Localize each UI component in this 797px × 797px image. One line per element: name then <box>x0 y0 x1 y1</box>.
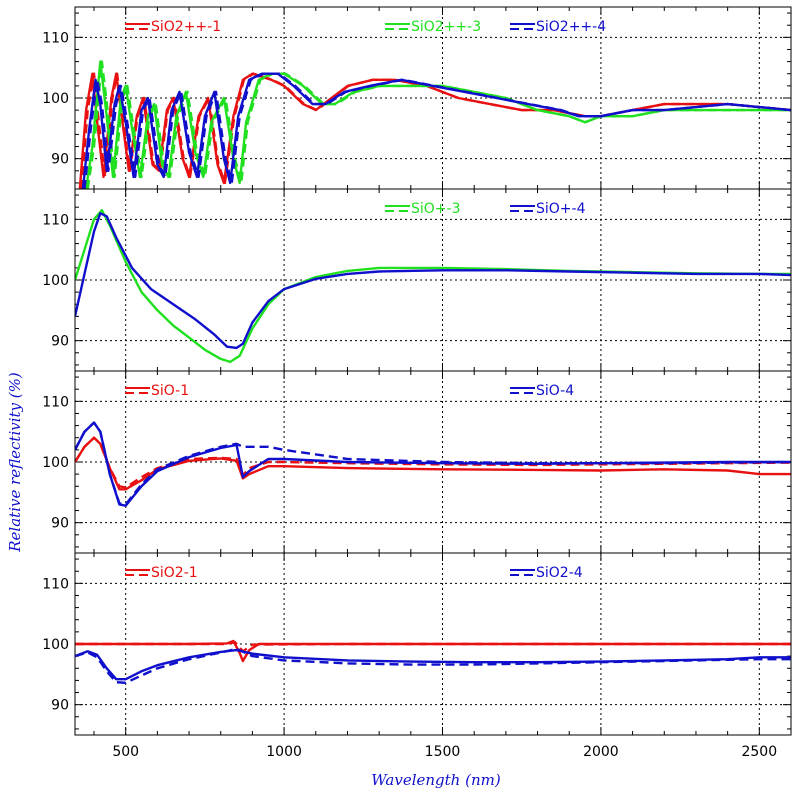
series-line-green-dashed <box>86 60 791 189</box>
y-tick-label: 110 <box>42 212 69 228</box>
series-group <box>75 209 791 364</box>
series-line-blue-dashed <box>75 421 791 506</box>
x-tick-label: 2000 <box>583 744 619 760</box>
series-line-green-solid <box>84 60 791 189</box>
series-line-red-dashed <box>75 641 791 653</box>
panel-4: 90 100 110 SiO2-1 SiO2-4 <box>42 552 792 736</box>
x-tick-label: 1500 <box>425 744 461 760</box>
legend-label: SiO2-4 <box>536 565 583 581</box>
panel-2: 90 100 110 SiO+-3 SiO+-4 <box>42 188 792 372</box>
series-line-red-dashed <box>80 72 791 189</box>
panel-3: 90 100 110 SiO-1 SiO-4 <box>42 370 792 554</box>
x-tick-label: 500 <box>112 744 139 760</box>
series-group <box>75 639 791 684</box>
y-tick-label: 100 <box>42 91 69 107</box>
series-line-blue-dashed <box>75 647 791 684</box>
series-line-blue-dashed <box>83 72 791 189</box>
x-tick-label: 2500 <box>741 744 777 760</box>
legend-label: SiO-4 <box>536 383 574 399</box>
series-line-blue-solid <box>75 212 791 350</box>
series-group <box>78 60 791 189</box>
y-tick-label: 100 <box>42 455 69 471</box>
y-tick-label: 110 <box>42 394 69 410</box>
y-tick-label: 110 <box>42 30 69 46</box>
panels-layer: 90 100 110 SiO2++-1 SiO2++-3 SiO2++-4 90 100 110… <box>42 6 792 760</box>
legend-label: SiO-1 <box>151 383 189 399</box>
y-axis-title: Relative reflectivity (%) <box>6 372 24 553</box>
panel-frame <box>74 552 792 736</box>
y-tick-label: 100 <box>42 637 69 653</box>
y-tick-label: 90 <box>51 516 69 532</box>
y-tick-label: 90 <box>51 334 69 350</box>
series-group <box>75 421 791 507</box>
series-line-green-solid <box>75 209 791 364</box>
y-tick-label: 90 <box>51 152 69 168</box>
legend-label: SiO2-1 <box>151 565 198 581</box>
x-tick-labels: 500 1000 1500 2000 2500 <box>112 744 777 760</box>
x-axis-title: Wavelength (nm) <box>371 771 501 789</box>
panel-1: 90 100 110 SiO2++-1 SiO2++-3 SiO2++-4 <box>42 6 792 190</box>
y-tick-label: 90 <box>51 698 69 714</box>
y-tick-label: 110 <box>42 576 69 592</box>
legend-label: SiO+-3 <box>411 201 461 217</box>
legend-label: SiO2++-1 <box>151 19 221 35</box>
y-tick-label: 100 <box>42 273 69 289</box>
legend-label: SiO2++-4 <box>536 19 606 35</box>
x-tick-label: 1000 <box>266 744 302 760</box>
legend-label: SiO+-4 <box>536 201 586 217</box>
legend-label: SiO2++-3 <box>411 19 481 35</box>
